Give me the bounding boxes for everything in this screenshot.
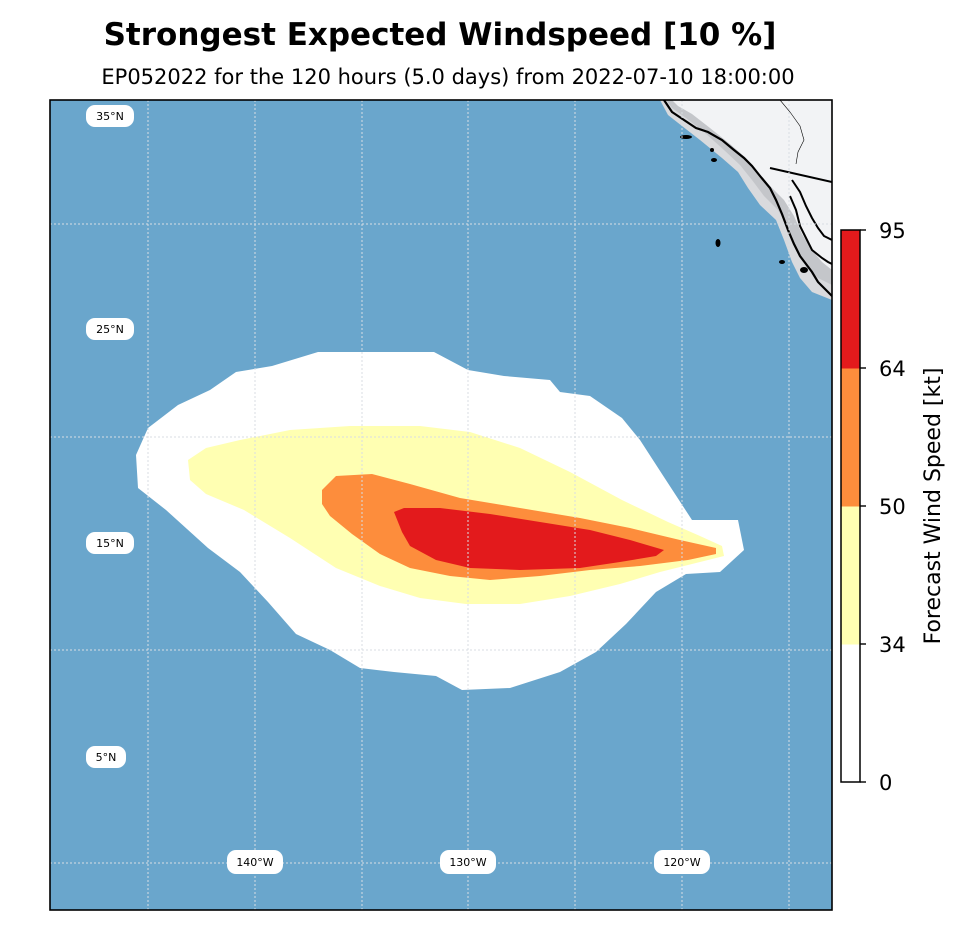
colorbar-band [841,368,860,507]
island [711,158,717,162]
gulf-coastline [791,179,832,241]
country-border [769,167,832,183]
colorbar-tick-label: 95 [879,219,906,243]
map-frame [49,99,833,911]
land [672,100,832,270]
chart-title: Strongest Expected Windspeed [10 %] [104,17,777,53]
lon-label-130w: 130°W [449,856,486,869]
colorbar-bands [841,230,860,783]
coastline [663,100,832,297]
lat-label-15n: 15°N [96,537,124,550]
lon-label-box [654,850,710,874]
lat-label-box [86,318,134,340]
colorbar: 0 34 50 64 95 Forecast Wind Speed [kt] [840,219,946,795]
colorbar-band [841,506,860,645]
lon-label-box [227,850,283,874]
island [779,260,785,264]
longitude-labels: 140°W 130°W 120°W [227,850,710,874]
colorbar-tick-label: 0 [879,771,892,795]
lat-label-5n: 5°N [96,751,117,764]
gridlines [50,100,832,910]
map-area[interactable]: 35°N 25°N 15°N 5°N 140°W 130°W 120°W [50,100,832,910]
island [680,135,692,139]
lon-label-140w: 140°W [236,856,273,869]
lon-label-box [440,850,496,874]
colorbar-band [841,230,860,369]
lat-label-35n: 35°N [96,110,124,123]
island [710,148,714,152]
lat-label-box [86,746,126,768]
chart-subtitle: EP052022 for the 120 hours (5.0 days) fr… [101,65,794,89]
colorbar-ticks: 0 34 50 64 95 [860,219,906,795]
colorbar-tick-label: 34 [879,633,906,657]
colorbar-tick-label: 50 [879,495,906,519]
colorbar-label: Forecast Wind Speed [kt] [921,368,946,645]
state-border [779,100,805,165]
swath-64kt [394,508,664,570]
lon-label-120w: 120°W [663,856,700,869]
island [800,267,808,273]
lat-label-box [86,105,134,127]
colorbar-band [841,644,860,783]
lat-label-25n: 25°N [96,323,124,336]
lat-label-box [86,532,134,554]
baja-coastline [789,195,832,265]
latitude-labels: 35°N 25°N 15°N 5°N [86,105,134,768]
colorbar-tick-label: 64 [879,357,906,381]
island [715,239,721,247]
